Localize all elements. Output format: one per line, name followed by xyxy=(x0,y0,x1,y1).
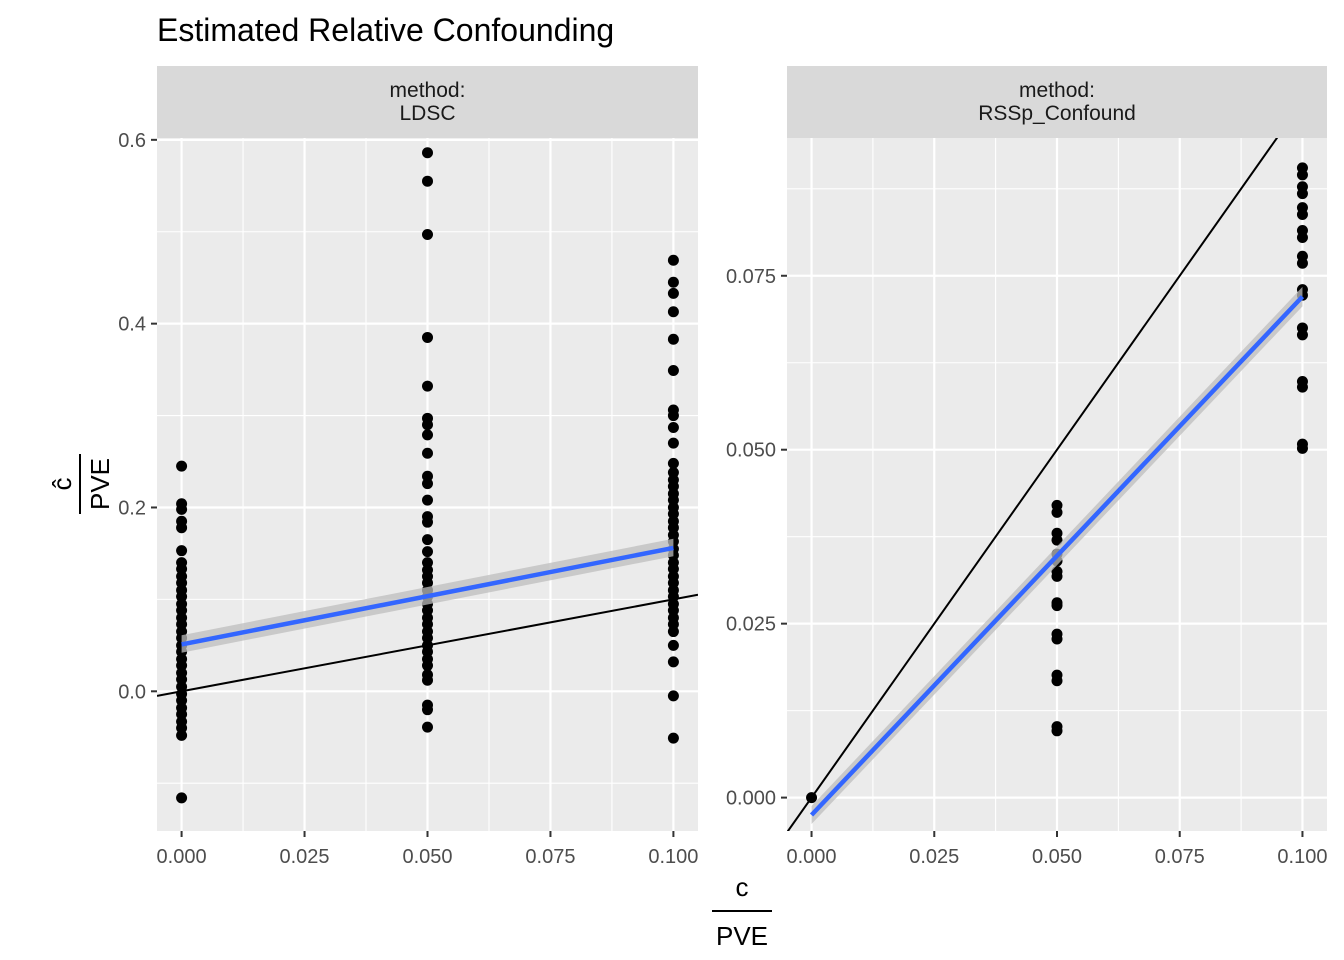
data-point xyxy=(667,365,679,377)
data-point xyxy=(1296,329,1308,341)
y-tick-label: 0.050 xyxy=(726,440,776,462)
facet-strip-label: method: xyxy=(390,79,466,102)
y-axis-title-numerator: ĉ xyxy=(47,478,77,491)
data-point xyxy=(422,147,433,159)
data-point xyxy=(667,457,679,469)
data-point xyxy=(667,626,679,638)
x-tick-label: 0.100 xyxy=(1277,846,1327,868)
data-point xyxy=(422,447,433,459)
data-point xyxy=(422,660,433,672)
data-point xyxy=(667,333,679,345)
data-point xyxy=(667,287,679,299)
data-point xyxy=(176,522,188,534)
data-point xyxy=(422,534,433,546)
data-point xyxy=(422,546,433,558)
data-point xyxy=(422,419,433,431)
facet-strip xyxy=(157,66,698,138)
x-tick-label: 0.000 xyxy=(157,846,207,868)
x-tick-label: 0.000 xyxy=(787,846,837,868)
data-point xyxy=(422,516,433,528)
data-point xyxy=(667,410,679,422)
y-tick-label: 0.6 xyxy=(118,130,146,152)
data-point xyxy=(422,331,433,343)
data-point xyxy=(667,254,679,266)
data-point xyxy=(1296,209,1308,221)
data-point xyxy=(1296,231,1308,243)
x-tick-label: 0.050 xyxy=(402,846,452,868)
panel-2: method:RSSp_Confound 0.000 0.025 0.050 0.075… xyxy=(726,66,1328,868)
y-tick-label: 0.000 xyxy=(726,788,776,810)
y-tick-label: 0.4 xyxy=(118,314,146,336)
x-tick-label: 0.100 xyxy=(648,846,698,868)
data-point xyxy=(176,460,188,472)
data-point xyxy=(1051,600,1063,612)
data-point xyxy=(667,437,679,449)
data-point xyxy=(1051,675,1063,687)
data-point xyxy=(422,674,433,686)
x-axis-title-numerator: c xyxy=(736,872,749,902)
data-point xyxy=(1051,725,1063,737)
data-point xyxy=(667,276,679,288)
data-point xyxy=(422,704,433,716)
data-point xyxy=(1051,633,1063,645)
y-axis-title-denominator: PVE xyxy=(85,458,115,510)
axes: 0.000 0.025 0.050 0.075 0.100 0.000 0.025 0.050… xyxy=(726,266,1328,868)
data-point xyxy=(422,429,433,441)
x-tick-label: 0.075 xyxy=(525,846,575,868)
data-point xyxy=(422,175,433,187)
data-point xyxy=(667,639,679,651)
x-tick-label: 0.025 xyxy=(909,846,959,868)
y-tick-label: 0.2 xyxy=(118,497,146,519)
x-tick-label: 0.025 xyxy=(280,846,330,868)
facet-strip-label: method: xyxy=(1019,79,1095,102)
data-point xyxy=(667,656,679,668)
x-axis-title-denominator: PVE xyxy=(716,921,768,951)
data-point xyxy=(422,380,433,392)
data-point xyxy=(806,792,818,804)
data-point xyxy=(1296,381,1308,393)
data-point xyxy=(422,229,433,241)
data-point xyxy=(422,494,433,506)
data-point xyxy=(1051,506,1063,518)
plot-area xyxy=(157,147,698,804)
chart-title: Estimated Relative Confounding xyxy=(157,12,614,48)
x-tick-label: 0.075 xyxy=(1155,846,1205,868)
y-tick-label: 0.0 xyxy=(118,681,146,703)
y-axis-title: ĉ PVE xyxy=(47,454,115,514)
data-point xyxy=(1296,257,1308,269)
facet-strip-label: RSSp_Confound xyxy=(978,102,1136,125)
smooth-line xyxy=(181,545,674,647)
data-point xyxy=(1296,169,1308,181)
gridlines xyxy=(787,138,1327,831)
identity-line xyxy=(787,138,1279,831)
data-point xyxy=(1296,188,1308,200)
data-point xyxy=(176,545,188,557)
data-point xyxy=(667,690,679,702)
plot-area xyxy=(787,138,1308,831)
data-point xyxy=(176,792,188,804)
data-point xyxy=(667,422,679,434)
data-point xyxy=(176,503,188,515)
data-point xyxy=(1051,534,1063,546)
data-point xyxy=(667,306,679,318)
x-axis-title: c PVE xyxy=(712,872,772,951)
facet-strip-label: LDSC xyxy=(399,102,455,125)
data-point xyxy=(422,721,433,733)
data-point xyxy=(1051,570,1063,582)
data-point xyxy=(667,732,679,744)
facet-strip xyxy=(787,66,1327,138)
data-point xyxy=(422,478,433,490)
axes: 0.000 0.025 0.050 0.075 0.100 0.0 0.2 0.4 0.6 xyxy=(118,130,698,868)
data-point xyxy=(176,729,188,741)
y-tick-label: 0.025 xyxy=(726,614,776,636)
x-tick-label: 0.050 xyxy=(1032,846,1082,868)
smooth-line xyxy=(809,295,1305,817)
data-point xyxy=(1296,442,1308,454)
y-tick-label: 0.075 xyxy=(726,266,776,288)
